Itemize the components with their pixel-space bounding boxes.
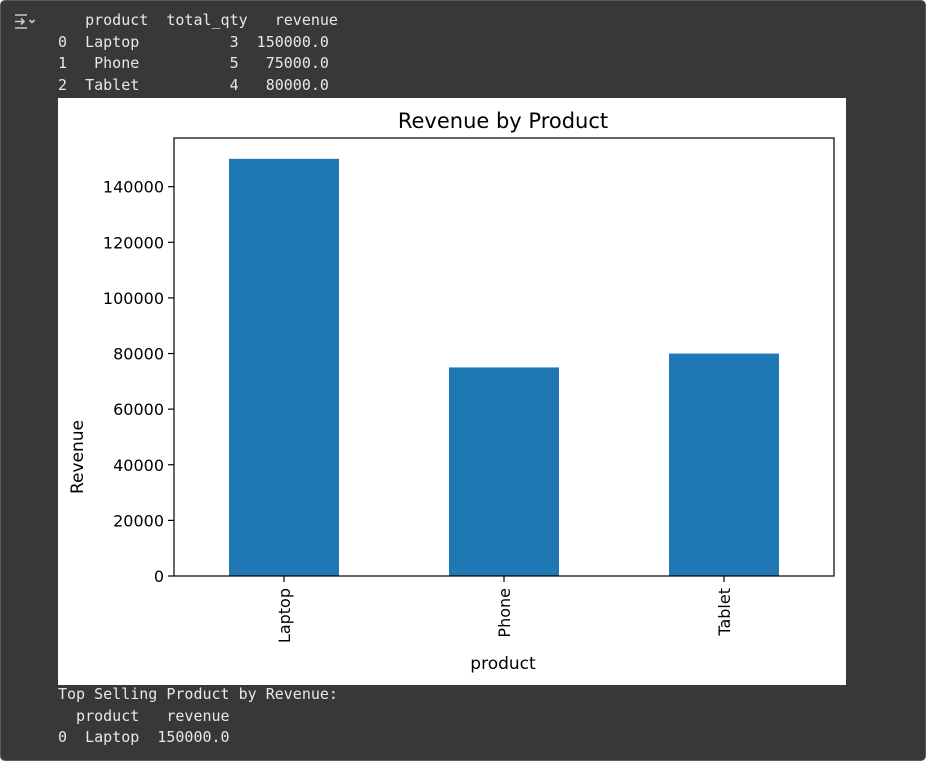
y-tick-label: 120000 (103, 233, 164, 252)
x-tick-label: Tablet (715, 588, 734, 637)
output-toggle-button[interactable] (13, 11, 37, 33)
x-tick-label: Phone (495, 588, 514, 638)
stdout-line: product revenue (58, 706, 230, 725)
y-tick-label: 60000 (113, 400, 164, 419)
stdout-line: 1 Phone 5 75000.0 (58, 54, 329, 73)
x-tick-label: Laptop (275, 588, 294, 643)
y-axis-label: Revenue (68, 420, 88, 494)
y-tick-label: 20000 (113, 511, 164, 530)
stdout-line: 0 Laptop 150000.0 (58, 728, 230, 747)
chart-figure: Revenue by Product product Revenue 0 2000… (58, 98, 846, 685)
y-axis-ticks: 0 20000 40000 60000 80000 100000 120000 140000 (103, 178, 174, 586)
y-tick-label: 100000 (103, 289, 164, 308)
collapse-output-icon (15, 14, 36, 29)
y-tick-label: 80000 (113, 345, 164, 364)
stdout-dataframe: product total_qty revenue 0 Laptop 3 150… (58, 10, 338, 97)
y-tick-label: 140000 (103, 178, 164, 197)
bar-tablet (669, 353, 779, 576)
bars (229, 158, 779, 576)
stdout-line: Top Selling Product by Revenue: (58, 685, 338, 703)
stdout-line: 2 Tablet 4 80000.0 (58, 76, 329, 95)
x-axis-ticks: Laptop Phone Tablet (275, 576, 734, 643)
bar-chart: Revenue by Product product Revenue 0 2000… (68, 109, 835, 674)
bar-phone (449, 367, 559, 576)
stdout-top-product: Top Selling Product by Revenue: product … (58, 684, 338, 749)
x-axis-label: product (470, 654, 536, 674)
stdout-line: product total_qty revenue (58, 11, 338, 29)
y-tick-label: 40000 (113, 456, 164, 475)
stdout-line: 0 Laptop 3 150000.0 (58, 32, 329, 51)
y-tick-label: 0 (154, 567, 164, 586)
plot-frame (173, 137, 835, 577)
bar-laptop (229, 158, 339, 576)
chart-title: Revenue by Product (398, 109, 608, 133)
